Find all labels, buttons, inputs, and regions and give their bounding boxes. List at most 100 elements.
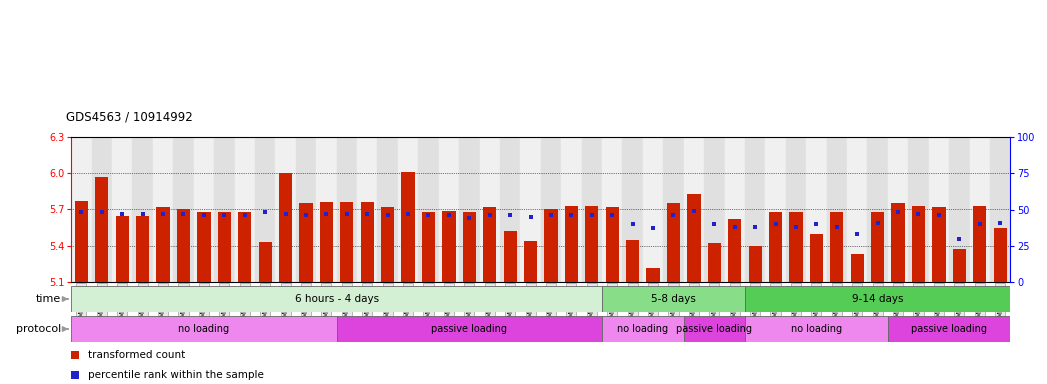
Bar	[95, 177, 109, 282]
Text: 5-8 days: 5-8 days	[651, 294, 696, 304]
Bar	[177, 210, 191, 282]
Bar	[891, 204, 905, 282]
Bar	[504, 231, 517, 282]
Bar	[602, 286, 745, 312]
Bar	[953, 249, 966, 282]
Bar	[92, 137, 112, 282]
Bar	[785, 137, 806, 282]
Bar	[541, 137, 561, 282]
Text: GDS4563 / 10914992: GDS4563 / 10914992	[66, 110, 193, 123]
Bar	[337, 137, 357, 282]
Bar	[259, 242, 272, 282]
Bar	[419, 137, 439, 282]
Text: time: time	[36, 294, 61, 304]
Bar	[215, 137, 235, 282]
Bar	[888, 137, 909, 282]
Bar	[156, 207, 170, 282]
Bar	[664, 137, 684, 282]
Text: no loading: no loading	[178, 324, 229, 334]
Bar	[749, 246, 762, 282]
Bar	[197, 212, 210, 282]
Bar	[319, 202, 333, 282]
Bar	[827, 137, 847, 282]
Bar	[684, 137, 705, 282]
Text: 6 hours - 4 days: 6 hours - 4 days	[294, 294, 379, 304]
Bar	[585, 206, 599, 282]
Bar	[806, 137, 827, 282]
Bar	[115, 215, 129, 282]
Bar	[990, 137, 1010, 282]
Text: no loading: no loading	[618, 324, 668, 334]
Bar	[768, 212, 782, 282]
Bar	[520, 137, 541, 282]
Bar	[605, 207, 619, 282]
Bar	[483, 207, 496, 282]
Bar	[255, 137, 275, 282]
Bar	[500, 137, 520, 282]
Bar	[765, 137, 785, 282]
Bar	[153, 137, 174, 282]
Bar	[830, 212, 844, 282]
Bar	[112, 137, 133, 282]
Bar	[544, 210, 558, 282]
Bar	[643, 137, 664, 282]
Bar	[745, 286, 1010, 312]
Bar	[871, 212, 885, 282]
Text: no loading: no loading	[790, 324, 842, 334]
Bar	[912, 206, 926, 282]
Bar	[316, 137, 337, 282]
Bar	[340, 202, 354, 282]
Bar	[235, 137, 255, 282]
Bar	[401, 172, 415, 282]
Bar	[337, 316, 602, 342]
Bar	[398, 137, 418, 282]
Bar	[74, 201, 88, 282]
Bar	[909, 137, 929, 282]
Bar	[850, 254, 864, 282]
Bar	[667, 204, 681, 282]
Bar	[705, 137, 725, 282]
Bar	[442, 211, 455, 282]
Bar	[71, 316, 337, 342]
Bar	[626, 240, 640, 282]
Bar	[422, 212, 436, 282]
Bar	[238, 212, 251, 282]
Bar	[439, 137, 460, 282]
Text: passive loading: passive loading	[676, 324, 753, 334]
Bar	[728, 219, 741, 282]
Text: percentile rank within the sample: percentile rank within the sample	[88, 370, 264, 380]
Bar	[745, 137, 765, 282]
Bar	[929, 137, 950, 282]
Bar	[809, 234, 823, 282]
Bar	[480, 137, 500, 282]
Bar	[459, 137, 480, 282]
Bar	[708, 243, 721, 282]
Bar	[360, 202, 374, 282]
Bar	[725, 137, 745, 282]
Text: transformed count: transformed count	[88, 350, 185, 360]
Text: protocol: protocol	[16, 324, 61, 334]
Bar	[463, 212, 476, 282]
Bar	[194, 137, 215, 282]
Text: passive loading: passive loading	[911, 324, 987, 334]
Bar	[602, 137, 623, 282]
Bar	[299, 204, 313, 282]
Bar	[524, 241, 537, 282]
Bar	[136, 215, 150, 282]
Bar	[623, 137, 643, 282]
Bar	[970, 137, 990, 282]
Bar	[973, 206, 986, 282]
Bar	[279, 173, 292, 282]
Bar	[582, 137, 602, 282]
Bar	[218, 212, 231, 282]
Bar	[602, 316, 684, 342]
Bar	[684, 316, 745, 342]
Bar	[994, 228, 1007, 282]
Bar	[71, 137, 92, 282]
Bar	[868, 137, 888, 282]
Bar	[71, 286, 602, 312]
Bar	[888, 316, 1010, 342]
Bar	[564, 206, 578, 282]
Bar	[847, 137, 868, 282]
Bar	[561, 137, 582, 282]
